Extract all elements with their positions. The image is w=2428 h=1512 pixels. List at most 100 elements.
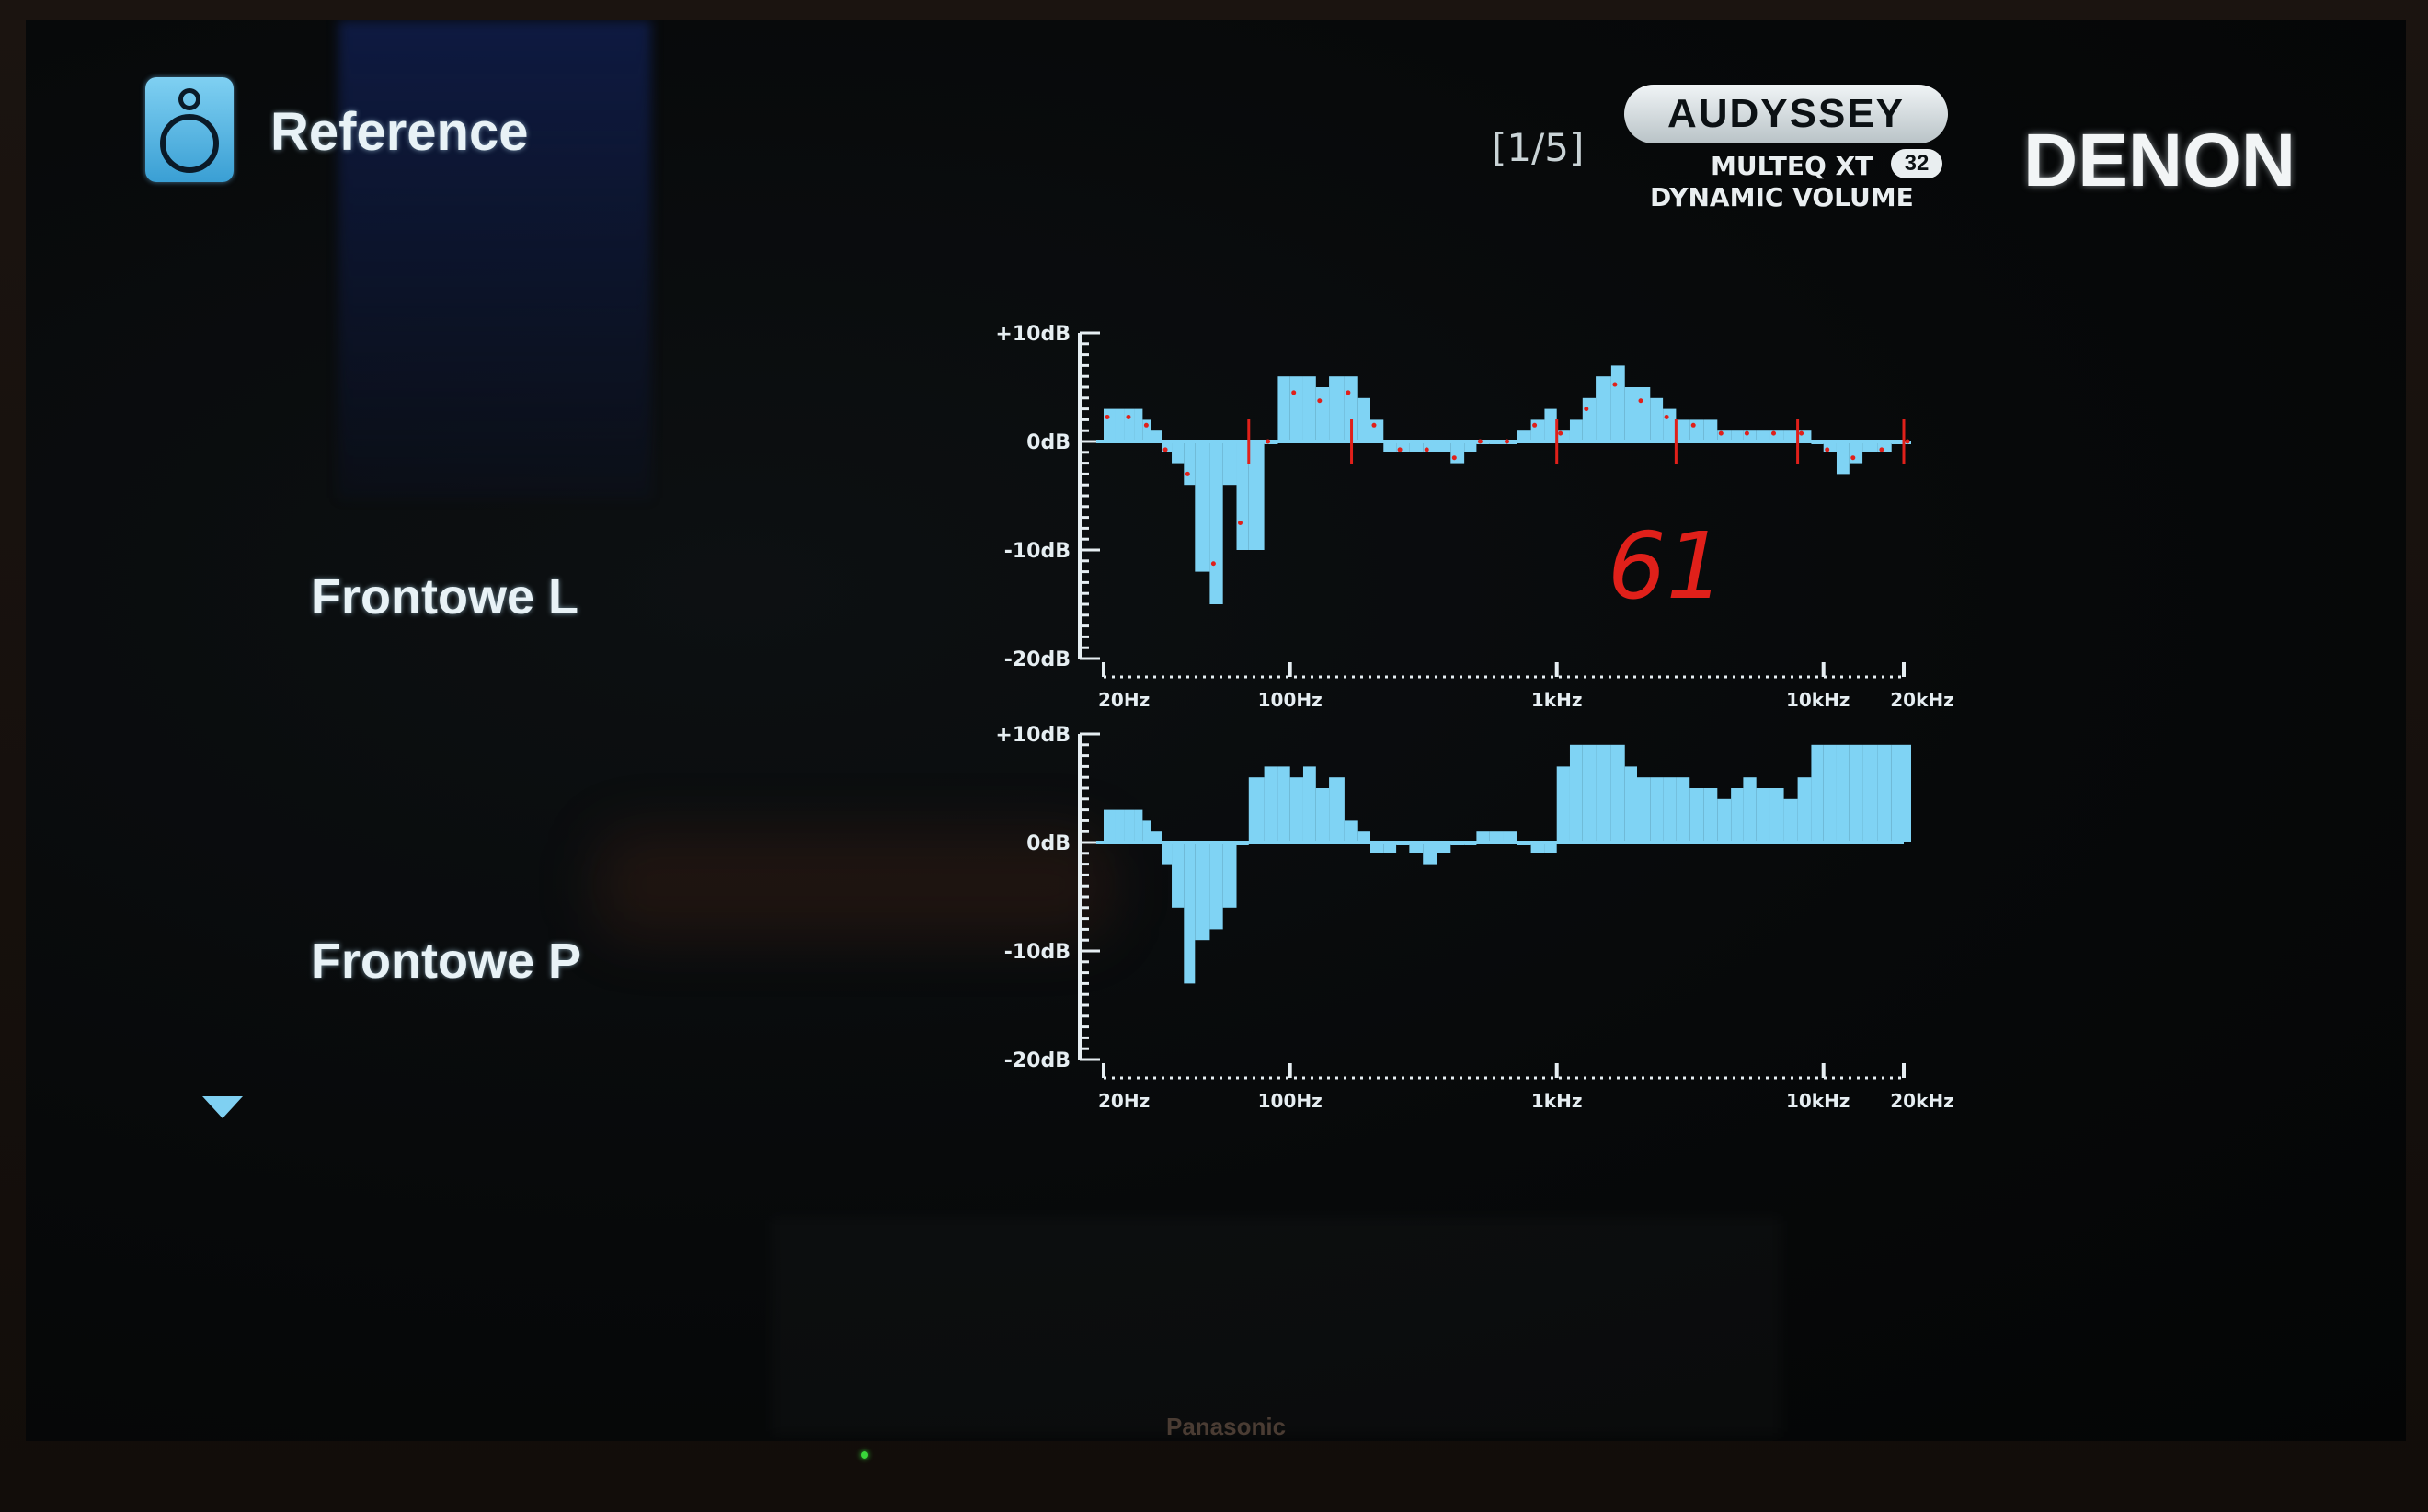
response-bar	[1769, 788, 1784, 842]
target-curve-dot	[1664, 414, 1669, 419]
response-bar	[1142, 820, 1151, 842]
response-bar	[1544, 842, 1557, 853]
handwritten-annotation: 61	[1608, 512, 1724, 620]
response-bar	[1329, 777, 1345, 842]
response-bar	[1104, 408, 1116, 441]
response-bar	[1676, 419, 1690, 441]
x-tick-label: 100Hz	[1258, 1090, 1323, 1112]
response-bar	[1209, 441, 1223, 604]
response-bar	[1836, 744, 1850, 842]
woofer-icon	[160, 114, 219, 173]
target-curve-dot	[1185, 471, 1190, 476]
dynamic-volume-label: DYNAMIC VOLUME	[1650, 182, 1914, 212]
response-bar	[1503, 831, 1518, 842]
response-bar	[1396, 441, 1410, 452]
target-curve-dot	[1558, 430, 1563, 436]
response-bar	[1756, 430, 1770, 441]
response-bar	[1124, 809, 1135, 842]
response-bar	[1569, 419, 1583, 441]
y-tick-label: -20dB	[1004, 648, 1071, 671]
response-bar	[1437, 441, 1451, 452]
power-led-icon	[861, 1451, 868, 1459]
response-bar	[1151, 831, 1162, 842]
response-bar	[1556, 766, 1570, 842]
response-bar	[1423, 842, 1437, 865]
response-bar	[1582, 397, 1597, 441]
response-bar	[1423, 441, 1437, 452]
y-tick-label: +10dB	[995, 724, 1071, 747]
target-curve-dot	[1505, 439, 1510, 444]
window-reflection	[338, 20, 651, 498]
response-bar	[1289, 777, 1303, 842]
response-bar	[1289, 376, 1303, 441]
target-curve-dot	[1266, 439, 1271, 444]
response-bar	[1134, 809, 1143, 842]
response-bar	[1184, 842, 1196, 984]
response-bar	[1115, 809, 1125, 842]
target-curve-dot	[1850, 455, 1856, 461]
response-bar	[1650, 397, 1664, 441]
x-tick-label: 1kHz	[1531, 1090, 1583, 1112]
response-bar	[1209, 842, 1223, 930]
response-bar	[1783, 798, 1798, 842]
response-bar	[1849, 441, 1863, 464]
response-bar	[1610, 744, 1625, 842]
response-bar	[1450, 441, 1465, 464]
response-bar	[1172, 842, 1185, 908]
target-curve-dot	[1905, 439, 1910, 444]
response-bar	[1248, 441, 1265, 550]
response-bar	[1236, 441, 1249, 550]
response-bar	[1596, 376, 1611, 441]
response-bar	[1277, 766, 1290, 842]
page-title: Reference	[270, 102, 529, 162]
multeq-badge: 32	[1891, 149, 1942, 178]
response-bar	[1437, 842, 1451, 853]
x-tick-label: 10kHz	[1786, 689, 1850, 711]
response-bar	[1637, 777, 1651, 842]
target-curve-dot	[1371, 422, 1377, 428]
target-curve-dot	[1799, 430, 1804, 436]
response-bar	[1172, 441, 1185, 464]
response-bar	[1650, 777, 1664, 842]
y-tick-label: -10dB	[1004, 540, 1071, 563]
response-bar	[1530, 419, 1545, 441]
audyssey-logo: AUDYSSEY	[1624, 85, 1948, 143]
target-curve-dot	[1126, 414, 1131, 419]
response-bar	[1302, 376, 1316, 441]
graph-front-right: +10dB 0dB -10dB -20dB 20Hz 100Hz 1kHz 10kHz 20kH…	[995, 724, 1953, 1112]
x-tick-label: 20kHz	[1890, 1090, 1954, 1112]
response-bar	[1797, 777, 1812, 842]
y-tick-label: 0dB	[1026, 832, 1071, 855]
response-bar	[1797, 430, 1812, 441]
tweeter-icon	[178, 88, 200, 110]
target-curve-dot	[1771, 430, 1777, 436]
x-tick-label: 100Hz	[1258, 689, 1323, 711]
response-bar	[1464, 441, 1477, 452]
response-bar	[1517, 430, 1531, 441]
response-bar	[1222, 441, 1237, 486]
response-bar	[1624, 766, 1637, 842]
response-bar	[1162, 842, 1173, 865]
response-bar	[1151, 430, 1162, 441]
graph-front-left: +10dB 0dB -10dB -20dB 20Hz 100Hz 1kHz 10kHz 20kH…	[995, 323, 1953, 711]
denon-logo: DENON	[2023, 119, 2296, 202]
response-bar	[1134, 408, 1143, 441]
scroll-down-icon[interactable]	[202, 1096, 243, 1118]
response-bar	[1663, 777, 1677, 842]
response-bar	[1596, 744, 1611, 842]
response-bar	[1731, 788, 1744, 842]
response-bar	[1743, 430, 1757, 441]
target-curve-dot	[1584, 407, 1589, 412]
response-bar	[1904, 744, 1911, 842]
x-tick-label: 10kHz	[1786, 1090, 1850, 1112]
tv-brand-logo: Panasonic	[1166, 1413, 1287, 1440]
response-bar	[1717, 798, 1732, 842]
response-bar	[1877, 744, 1892, 842]
x-tick-label: 20Hz	[1098, 1090, 1150, 1112]
response-bar	[1582, 744, 1597, 842]
response-bar	[1743, 777, 1757, 842]
target-curve-dot	[1744, 430, 1749, 436]
response-bar	[1823, 744, 1837, 842]
response-bar	[1329, 376, 1345, 441]
